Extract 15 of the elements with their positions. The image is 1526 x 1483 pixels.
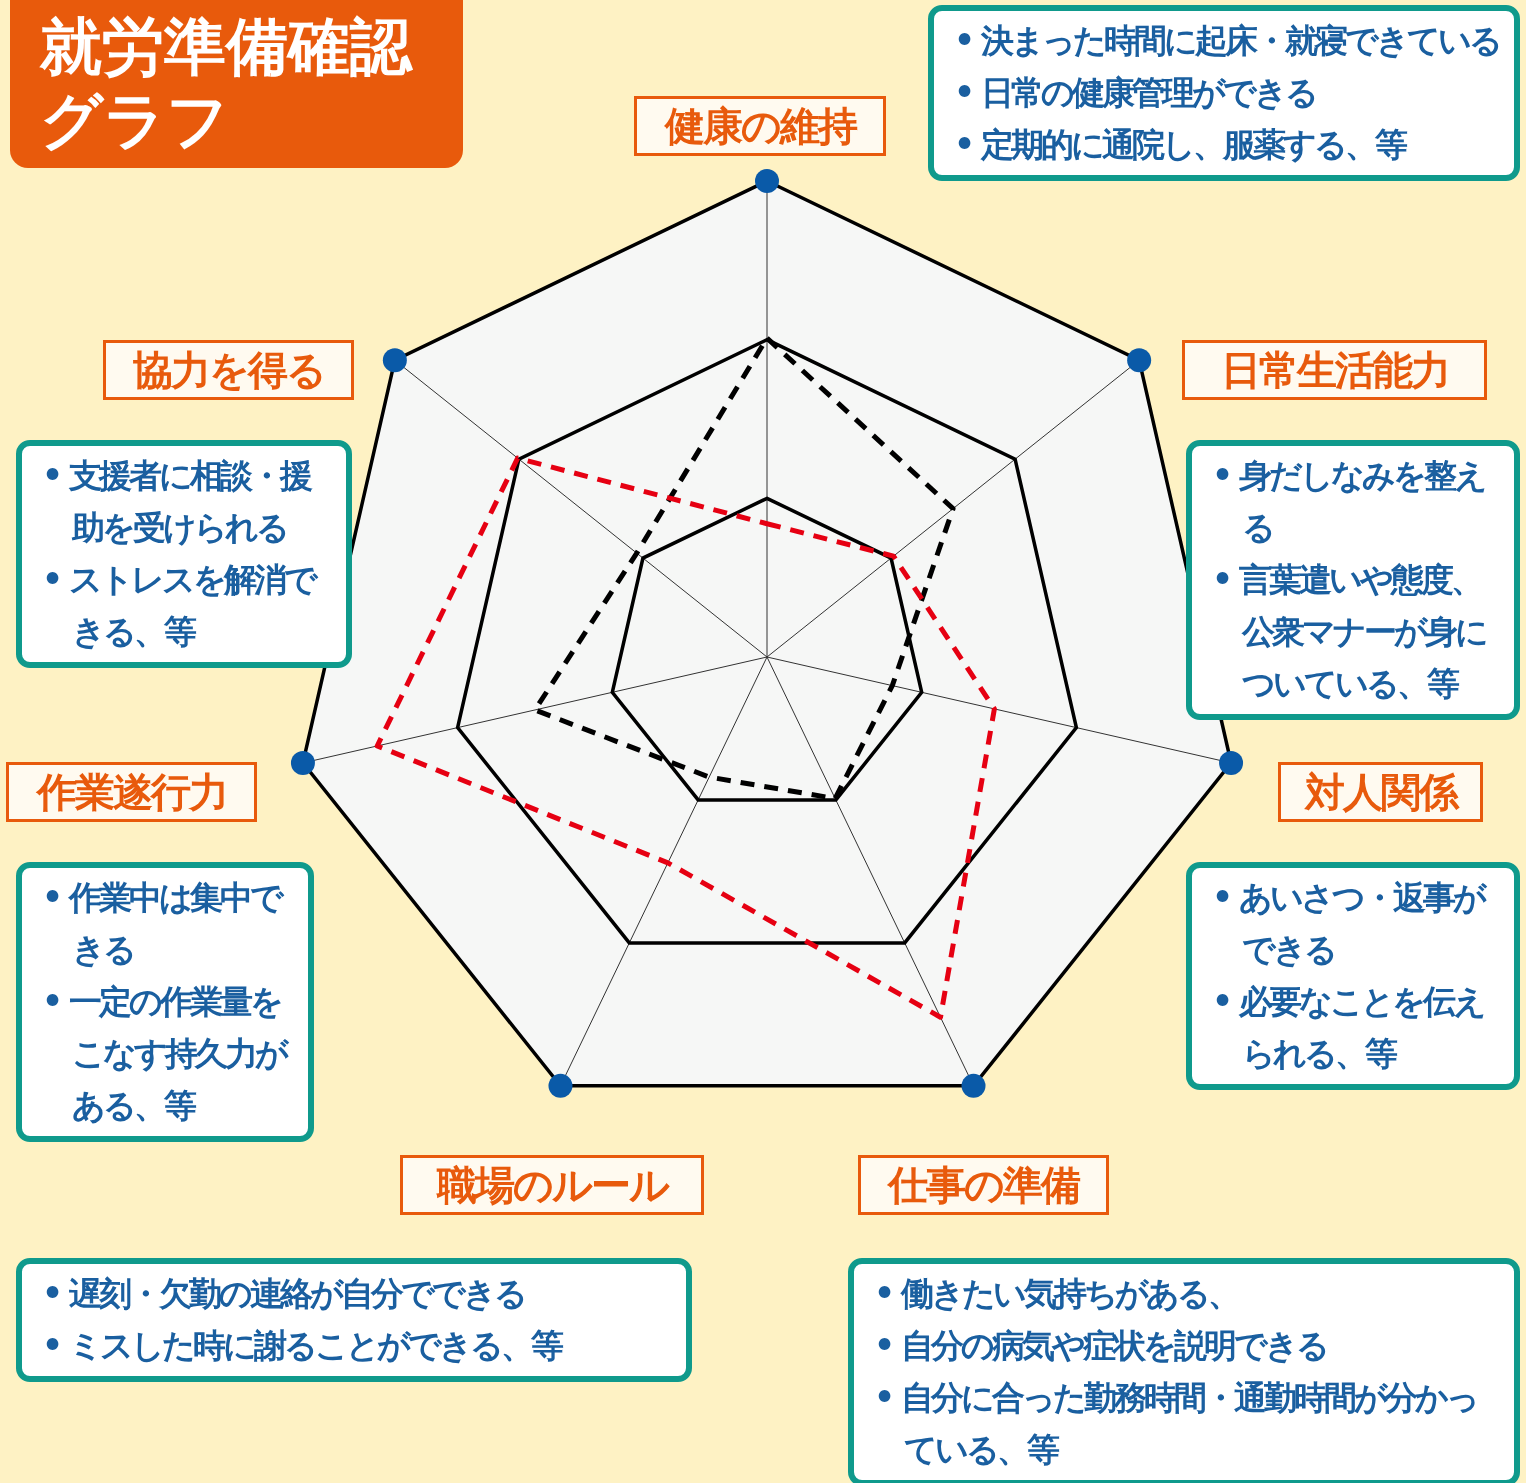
text: • 働きたい気持ちがある、 • 自分の病気や症状を説明できる • 自分に合った勤務時間・通勤時間が分かっている、等 <box>874 1273 1478 1471</box>
spoke-label: 日常生活能力 <box>1182 340 1487 400</box>
spoke-label: 健康の維持 <box>634 96 886 156</box>
text: • あいさつ・返事ができる • 必要なことを伝えられる、等 <box>1212 877 1486 1075</box>
text: • 決まった時間に起床・就寝できている • 日常の健康管理ができる • 定期的に通院し、服薬する、等 <box>954 20 1500 166</box>
spoke-label: 協力を得る <box>103 340 354 400</box>
text: • 作業中は集中できる • 一定の作業量をこなす持久力がある、等 <box>42 877 289 1127</box>
text: • 支援者に相談・援助を受けられる • ストレスを解消できる、等 <box>42 455 317 653</box>
spoke-label: 対人関係 <box>1278 762 1483 822</box>
spoke-label: 作業遂行力 <box>6 762 257 822</box>
text: • 遅刻・欠勤の連絡が自分でできる • ミスした時に謝ることができる、等 <box>42 1273 563 1367</box>
chart-title: 就労準備確認グラフ <box>10 0 463 168</box>
text: • 身だしなみを整える • 言葉遣いや態度、公衆マナーが身についている、等 <box>1212 455 1487 705</box>
spoke-label: 仕事の準備 <box>858 1155 1109 1215</box>
spoke-label: 職場のルール <box>400 1155 704 1215</box>
